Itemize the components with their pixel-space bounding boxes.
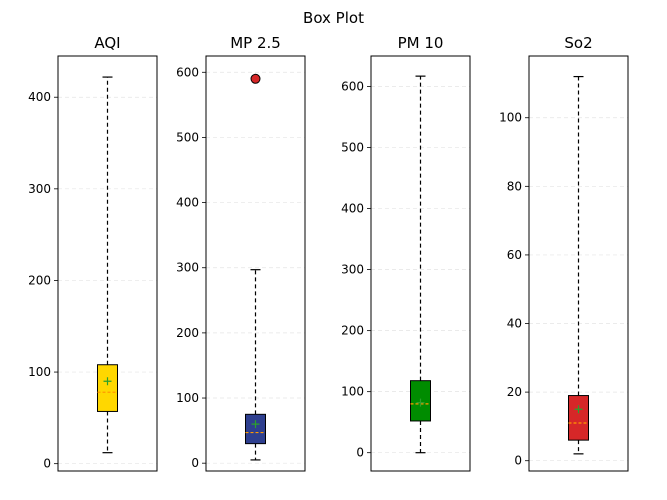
tick-label-pm-10-500: 500 xyxy=(341,141,364,155)
axes-frame-mp-2-5 xyxy=(205,55,306,472)
box-mp-2-5 xyxy=(245,413,266,445)
tick-label-mp-2-5-300: 300 xyxy=(176,261,199,275)
tick-label-so2-100: 100 xyxy=(499,111,522,125)
box-aqi xyxy=(97,364,118,412)
tick-label-pm-10-0: 0 xyxy=(356,446,364,460)
mean-marker-so2 xyxy=(574,405,583,414)
tick-label-aqi-400: 400 xyxy=(28,90,51,104)
tick-label-pm-10-600: 600 xyxy=(341,80,364,94)
mean-marker-mp-2-5 xyxy=(251,420,260,429)
panel-title-so2: So2 xyxy=(564,34,592,52)
chart-title: Box Plot xyxy=(303,9,364,27)
tick-label-mp-2-5-200: 200 xyxy=(176,326,199,340)
tick-label-aqi-100: 100 xyxy=(28,365,51,379)
panel-mp-2-5: MP 2.5 0 100 200 300 400 500 600 xyxy=(176,34,306,472)
tick-label-so2-60: 60 xyxy=(507,248,522,262)
tick-label-so2-40: 40 xyxy=(507,317,522,331)
tick-label-mp-2-5-0: 0 xyxy=(191,456,199,470)
mean-marker-aqi xyxy=(103,377,112,386)
axes-frame-so2 xyxy=(528,55,629,472)
outlier-mp-2-5-0 xyxy=(250,73,261,84)
box-so2 xyxy=(568,395,589,441)
panel-title-pm-10: PM 10 xyxy=(398,34,444,52)
tick-label-pm-10-200: 200 xyxy=(341,324,364,338)
panel-title-mp-2-5: MP 2.5 xyxy=(230,34,281,52)
panel-so2: So2 0 20 40 60 80 100 xyxy=(499,34,629,472)
tick-label-so2-0: 0 xyxy=(514,454,522,468)
tick-label-so2-80: 80 xyxy=(507,179,522,193)
tick-label-mp-2-5-100: 100 xyxy=(176,391,199,405)
tick-label-mp-2-5-400: 400 xyxy=(176,196,199,210)
mean-marker-pm-10 xyxy=(416,398,425,407)
axes-frame-pm-10 xyxy=(370,55,471,472)
tick-label-aqi-200: 200 xyxy=(28,273,51,287)
tick-label-mp-2-5-500: 500 xyxy=(176,130,199,144)
tick-label-aqi-0: 0 xyxy=(43,457,51,471)
panel-title-aqi: AQI xyxy=(94,34,120,52)
tick-label-mp-2-5-600: 600 xyxy=(176,65,199,79)
tick-label-so2-20: 20 xyxy=(507,385,522,399)
tick-label-aqi-300: 300 xyxy=(28,182,51,196)
tick-label-pm-10-300: 300 xyxy=(341,263,364,277)
axes-frame-aqi xyxy=(57,55,158,472)
panel-pm-10: PM 10 0 100 200 300 400 500 600 xyxy=(341,34,471,472)
tick-label-pm-10-400: 400 xyxy=(341,202,364,216)
panel-aqi: AQI 0 100 200 300 400 xyxy=(28,34,158,472)
tick-label-pm-10-100: 100 xyxy=(341,385,364,399)
